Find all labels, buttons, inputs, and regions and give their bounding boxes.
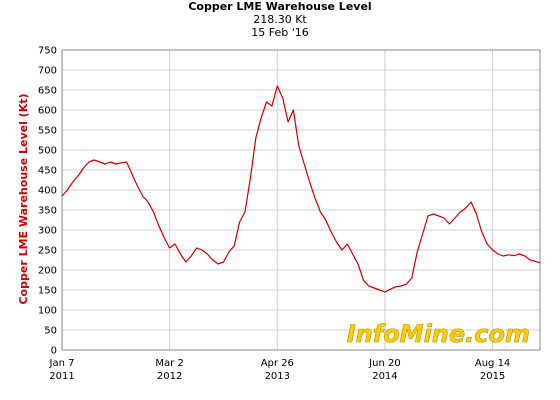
- x-tick-year: 2014: [372, 371, 397, 382]
- x-tick-label: Aug 14: [475, 358, 510, 369]
- y-tick-label: 100: [38, 306, 57, 317]
- chart-current-date: 15 Feb '16: [251, 26, 309, 39]
- y-tick-label: 200: [38, 266, 57, 277]
- watermark: InfoMine.com: [347, 320, 530, 348]
- y-tick-label: 0: [51, 346, 57, 357]
- y-tick-label: 250: [38, 246, 57, 257]
- x-tick-year: 2013: [265, 371, 290, 382]
- y-tick-label: 450: [38, 166, 57, 177]
- plot-area: [62, 50, 540, 350]
- y-tick-label: 400: [38, 186, 57, 197]
- chart-title-block: Copper LME Warehouse Level 218.30 Kt 15 …: [0, 0, 560, 39]
- y-tick-label: 50: [44, 326, 57, 337]
- y-tick-label: 350: [38, 206, 57, 217]
- y-tick-label: 700: [38, 66, 57, 77]
- y-tick-label: 550: [38, 126, 57, 137]
- x-tick-year: 2015: [480, 371, 505, 382]
- plot-border: [61, 49, 541, 351]
- x-tick-label: Jun 20: [368, 358, 401, 369]
- y-tick-label: 650: [38, 86, 57, 97]
- y-tick-label: 600: [38, 106, 57, 117]
- y-tick-label: 750: [38, 46, 57, 57]
- x-tick-label: Jan 7: [49, 358, 75, 369]
- y-tick-label: 500: [38, 146, 57, 157]
- y-axis-label: Copper LME Warehouse Level (Kt): [17, 93, 30, 304]
- chart-title: Copper LME Warehouse Level: [188, 0, 372, 13]
- x-tick-year: 2012: [157, 371, 182, 382]
- chart-current-value: 218.30 Kt: [253, 13, 307, 26]
- y-tick-label: 150: [38, 286, 57, 297]
- series-line: [61, 85, 541, 293]
- y-tick-label: 300: [38, 226, 57, 237]
- x-tick-year: 2011: [49, 371, 74, 382]
- x-tick-label: Mar 2: [155, 358, 183, 369]
- x-tick-label: Apr 26: [261, 358, 294, 369]
